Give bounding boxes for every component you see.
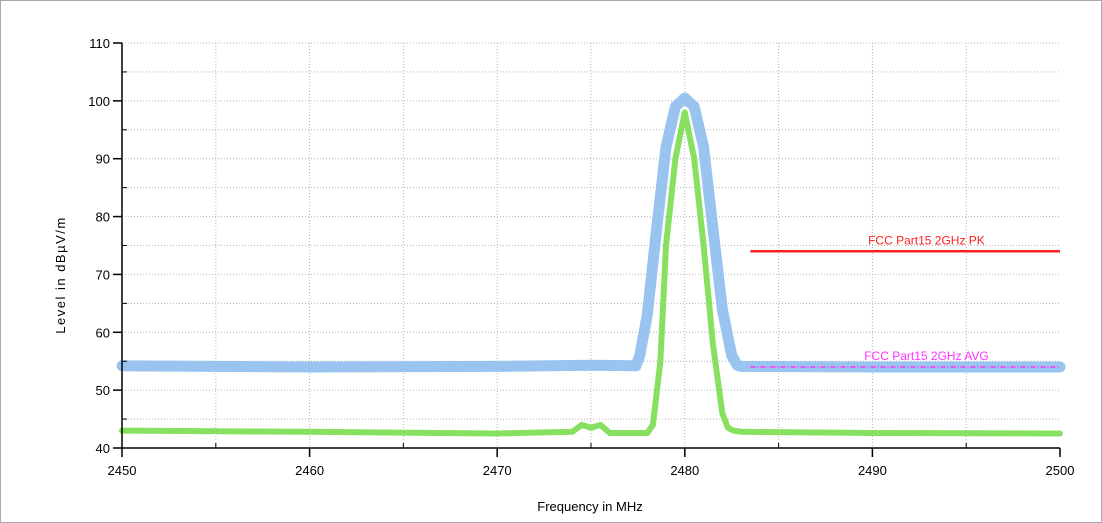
x-tick-label: 2480 (670, 463, 699, 478)
limit-label-1: FCC Part15 2GHz AVG (864, 349, 988, 363)
y-tick-label: 100 (88, 94, 110, 109)
series-line-1 (119, 109, 1063, 437)
series-line-0 (116, 92, 1066, 373)
x-tick-label: 2450 (108, 463, 137, 478)
limits-layer: FCC Part15 2GHz PK FCC Part15 2GHz AVG (750, 233, 1060, 368)
series-layer (116, 92, 1066, 437)
y-tick-label: 40 (96, 441, 110, 456)
x-tick-label: 2490 (858, 463, 887, 478)
grid (122, 42, 1060, 448)
y-tick-label: 50 (96, 383, 110, 398)
y-tick-label: 90 (96, 152, 110, 167)
x-tick-label: 2470 (483, 463, 512, 478)
x-tick-label: 2460 (295, 463, 324, 478)
y-tick-label: 60 (96, 325, 110, 340)
x-tick-label: 2500 (1046, 463, 1075, 478)
y-tick-label: 80 (96, 210, 110, 225)
y-tick-label: 110 (89, 36, 110, 51)
ticks: 2450 2460 2470 2480 2490 2500 40 50 60 70 80 90 100 1… (88, 36, 1074, 478)
y-axis-title: Level in dBµV/m (53, 216, 68, 333)
x-axis-title: Frequency in MHz (537, 499, 642, 514)
limit-label-0: FCC Part15 2GHz PK (868, 233, 985, 247)
y-tick-label: 70 (96, 267, 110, 282)
